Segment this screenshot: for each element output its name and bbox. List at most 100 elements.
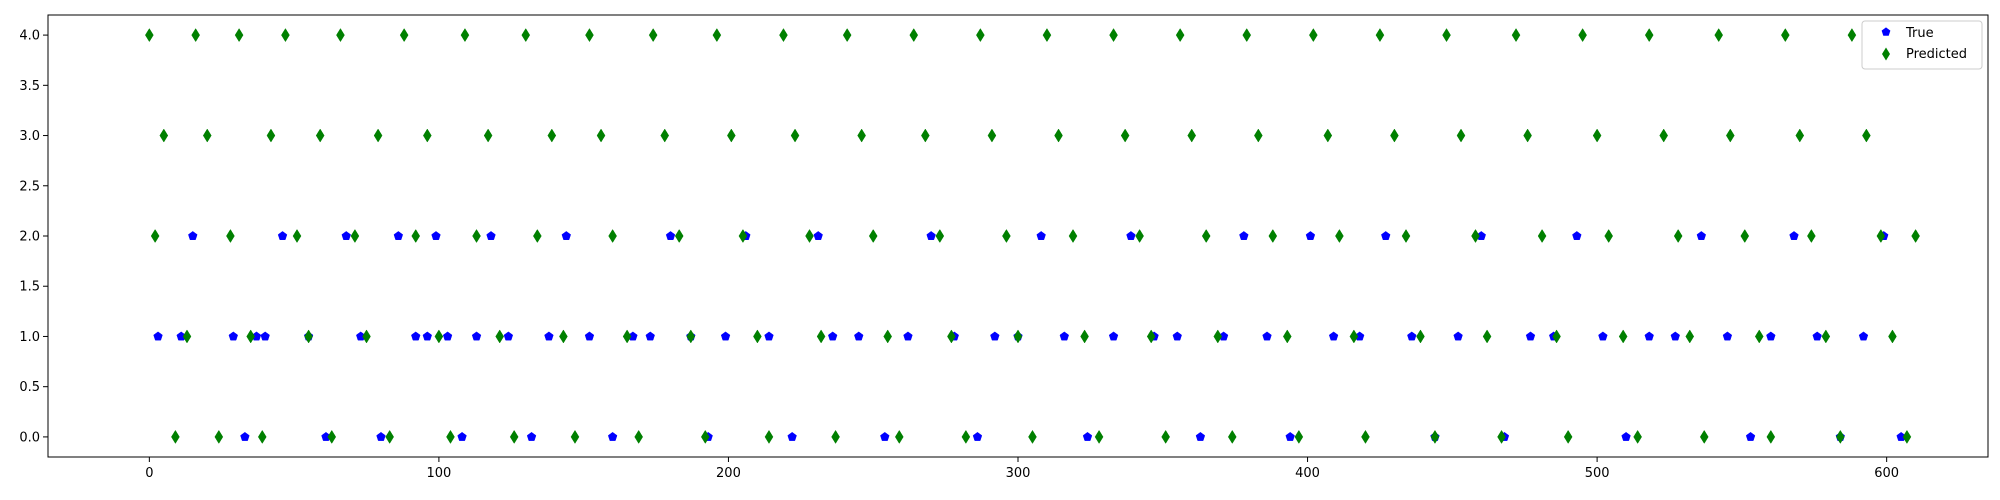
- true-point: [1059, 331, 1069, 341]
- y-tick-label: 0.0: [19, 430, 40, 445]
- true-point: [1745, 432, 1756, 441]
- predicted-point: [712, 28, 722, 43]
- predicted-point: [921, 128, 930, 143]
- predicted-point: [1146, 329, 1156, 344]
- true-point: [787, 432, 797, 441]
- predicted-point: [1618, 329, 1628, 344]
- true-point: [1453, 331, 1463, 341]
- true-point: [1305, 231, 1316, 240]
- predicted-point: [1201, 229, 1211, 243]
- x-tick-label: 300: [1006, 466, 1031, 481]
- predicted-point: [559, 329, 568, 344]
- true-point: [526, 432, 537, 441]
- true-point: [1285, 432, 1295, 441]
- predicted-point: [816, 329, 826, 344]
- predicted-point: [1094, 429, 1104, 444]
- true-point: [393, 231, 404, 240]
- predicted-point: [234, 28, 244, 43]
- true-point: [926, 231, 936, 240]
- y-tick-label: 4.0: [19, 29, 40, 44]
- true-point: [240, 432, 250, 441]
- true-point: [584, 331, 595, 341]
- predicted-point: [648, 28, 658, 43]
- predicted-point: [753, 329, 762, 344]
- legend-label-predicted: Predicted: [1906, 47, 1967, 62]
- predicted-point: [1120, 128, 1130, 143]
- legend-box: [1861, 20, 1983, 70]
- legend-predicted-marker: [1882, 47, 1890, 61]
- predicted-point: [1054, 128, 1063, 143]
- predicted-point: [495, 329, 504, 344]
- predicted-point: [727, 128, 736, 143]
- predicted-point: [171, 429, 180, 444]
- true-point: [544, 331, 554, 341]
- predicted-point: [1862, 128, 1871, 143]
- legend-predicted-symbol: [1882, 47, 1890, 61]
- predicted-point: [521, 28, 531, 43]
- true-point: [972, 432, 983, 441]
- true-point: [1525, 331, 1536, 341]
- true-point: [1108, 331, 1119, 341]
- true-point: [828, 331, 838, 341]
- predicted-point: [894, 429, 904, 444]
- predicted-point: [1109, 28, 1118, 43]
- predicted-point: [214, 429, 224, 444]
- true-point: [854, 331, 864, 341]
- predicted-point: [1175, 28, 1185, 43]
- predicted-point: [385, 429, 394, 444]
- true-point: [561, 231, 571, 240]
- predicted-point: [350, 229, 360, 243]
- predicted-point: [460, 28, 470, 43]
- true-point: [903, 331, 913, 341]
- predicted-point: [1537, 229, 1547, 243]
- axes: 0 100 200 300 400 500 600 0.0 0.5 1.0 1.5 2.0 2.5 3.0…: [19, 29, 1899, 481]
- x-tick-label: 600: [1874, 466, 1899, 481]
- predicted-point: [1068, 229, 1078, 243]
- predicted-point: [1254, 128, 1263, 143]
- predicted-point: [1401, 229, 1411, 243]
- predicted-point: [1902, 429, 1912, 444]
- predicted-point: [1781, 28, 1790, 43]
- predicted-point: [1911, 229, 1920, 243]
- true-point: [260, 331, 270, 341]
- true-point: [1858, 331, 1869, 341]
- predicted-point: [1578, 28, 1587, 43]
- predicted-point: [1013, 329, 1023, 344]
- predicted-point: [1876, 229, 1886, 243]
- y-tick-label: 2.5: [19, 179, 40, 194]
- predicted-point: [1644, 28, 1654, 43]
- true-point: [228, 331, 238, 341]
- predicted-point: [1633, 429, 1642, 444]
- predicted-series-marks: [145, 28, 1920, 444]
- true-point: [1195, 432, 1206, 441]
- true-point: [1598, 331, 1608, 341]
- true-point: [457, 432, 467, 441]
- predicted-point: [1323, 128, 1333, 143]
- x-tick-label: 0: [145, 466, 153, 481]
- predicted-point: [1888, 329, 1897, 344]
- true-point: [764, 331, 774, 341]
- predicted-point: [1227, 429, 1237, 444]
- predicted-point: [1002, 229, 1011, 243]
- predicted-point: [150, 229, 160, 243]
- predicted-point: [315, 128, 325, 143]
- predicted-point: [1726, 128, 1735, 143]
- predicted-point: [1552, 329, 1561, 344]
- true-point: [1082, 432, 1093, 441]
- y-tick-label: 1.5: [19, 280, 40, 295]
- predicted-point: [883, 329, 892, 344]
- predicted-point: [1699, 429, 1709, 444]
- predicted-point: [446, 429, 455, 444]
- true-point: [1036, 231, 1046, 240]
- predicted-point: [1685, 329, 1695, 344]
- predicted-point: [1673, 229, 1683, 243]
- true-point: [471, 331, 482, 341]
- predicted-point: [399, 28, 409, 43]
- true-point: [422, 331, 432, 341]
- predicted-point: [434, 329, 444, 344]
- predicted-point: [622, 329, 632, 344]
- legend-label-true: True: [1905, 26, 1934, 41]
- true-point: [1789, 231, 1799, 240]
- predicted-point: [1375, 28, 1385, 43]
- true-point: [486, 231, 496, 240]
